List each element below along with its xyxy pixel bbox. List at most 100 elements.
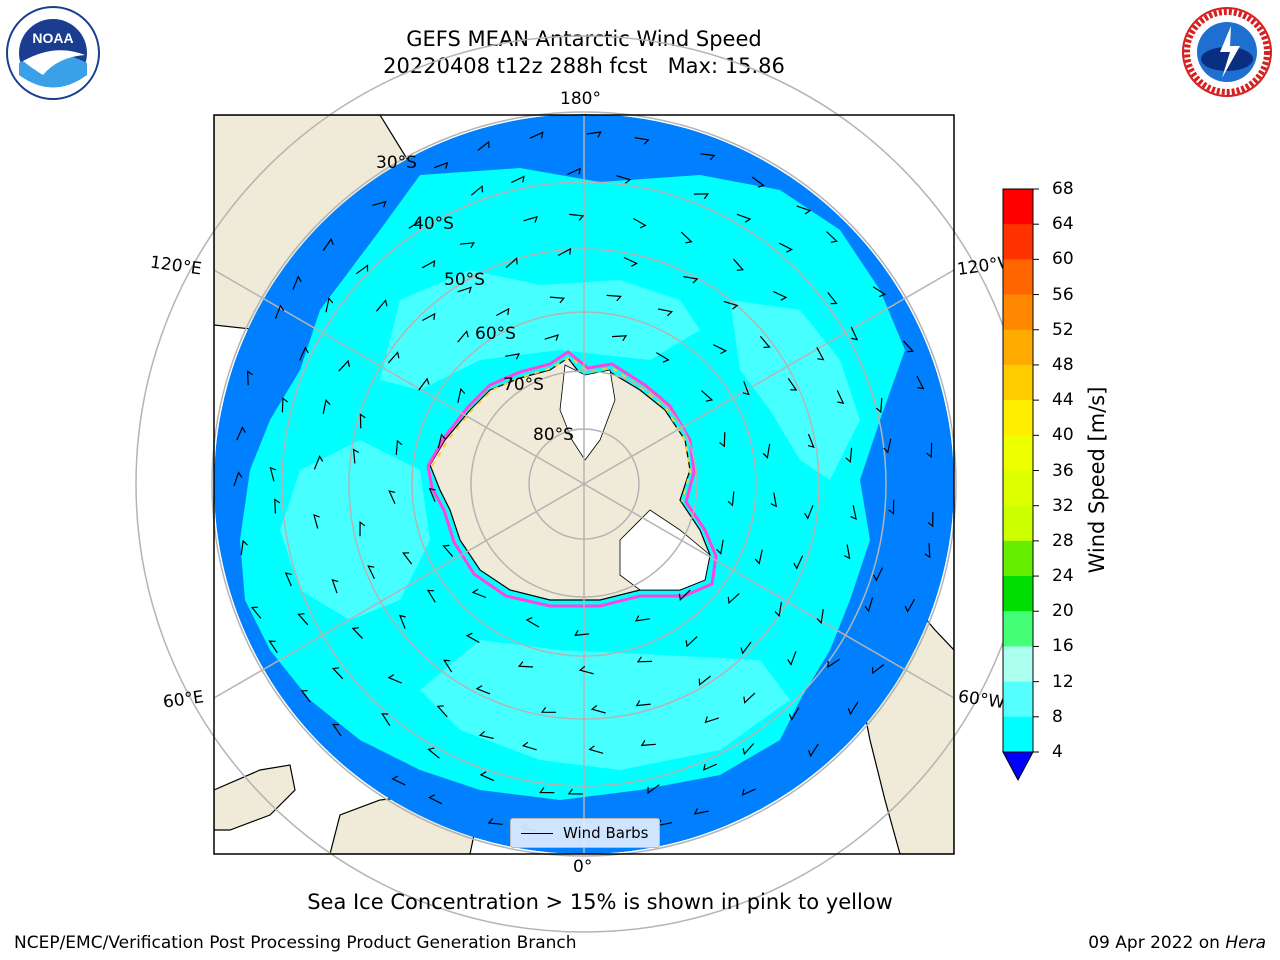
lat-label-40s: 40°S [413,214,454,234]
wind-barb [322,399,331,415]
wind-barb [331,667,344,680]
wind-barb [924,543,931,559]
wind-barb [569,213,585,221]
wind-barb [698,675,711,686]
wind-barb [693,808,709,815]
wind-barb [807,743,819,758]
wind-barb [523,215,538,223]
wind-barb [606,294,622,302]
wind-barb [478,730,494,740]
wind-barb [418,377,430,391]
wind-barb [427,747,440,759]
wind-barb [540,707,557,713]
lat-label-60s: 60°S [475,324,516,344]
wind-barb [850,505,857,521]
wind-barb [269,466,277,482]
lon-label-180: 180° [560,89,601,109]
wind-barb [505,353,521,360]
wind-barb [847,701,859,716]
wind-barb [751,176,765,188]
wind-barb [525,617,540,628]
wind-barb [240,539,248,555]
wind-barb [433,161,449,169]
colorbar-cell [1003,224,1033,260]
colorbar-tick-label: 64 [1052,214,1074,235]
colorbar-cell [1003,364,1033,401]
colorbar-cell [1003,329,1033,366]
wind-barb [850,326,859,341]
wind-barb [313,455,324,470]
footer-host: Hera [1225,933,1266,953]
graticule [135,35,1033,933]
wind-barb [762,443,771,459]
caption: Sea Ice Concentration > 15% is shown in … [307,890,893,914]
wind-barb [827,658,841,669]
weddell-ice-shelf [619,509,711,591]
wind-barb [539,787,555,794]
wind-barb [428,794,443,805]
colorbar-tick-label: 24 [1052,566,1074,587]
wind-barb [233,471,243,486]
wind-barb [864,597,874,613]
wind-barb [634,137,650,145]
wind-barb [787,378,798,391]
colorbar-tick-label: 44 [1052,390,1074,411]
wind-barb [793,555,804,570]
colorbar-tick-label: 56 [1052,284,1074,305]
wind-barb [716,539,724,555]
wind-barb [355,264,369,275]
wind-barb [471,588,487,599]
colorbar-cell [1003,576,1033,612]
wind-barb [457,330,469,343]
wind-barb-legend-line [521,832,553,834]
wind-barb [268,640,278,654]
wind-barb [395,439,403,455]
wind-barb [457,387,466,403]
wind-barb [916,375,925,390]
wind-barb [381,713,391,726]
wind-barb [693,193,710,200]
wind-barb [388,490,396,505]
wind-barb [727,592,740,605]
wind-barb [557,247,572,257]
wind-barb [521,741,537,751]
wind-barb [281,397,288,413]
wind-barb [421,260,436,269]
wind-barb [872,286,887,298]
wind-barb [567,788,583,795]
colorbar-tick-label: 8 [1052,706,1063,727]
wind-barb [372,200,387,208]
wind-barb [588,745,604,754]
colorbar-tick-label: 28 [1052,530,1074,551]
wind-barb [741,788,756,796]
wind-barb [322,237,334,251]
wind-barb [836,390,845,405]
wind-barb [292,275,302,290]
africa-land [214,764,296,831]
wind-barb [904,599,916,613]
noaa-logo: NOAA [6,6,100,100]
wind-barb [843,544,851,560]
lat-label-70s: 70°S [503,375,544,395]
sea-ice-edge [426,350,718,608]
wind-barb [359,413,366,429]
wind-barb [479,771,494,782]
sea-ice-edge-yellow [431,355,692,503]
wind-barb [743,692,756,704]
wind-barb [351,627,364,640]
wind-barb [402,552,413,565]
wind-barb [804,505,814,520]
wind-barb [873,567,884,582]
wind-barb [505,257,518,269]
wind-barb [250,606,262,619]
wind-barb [787,651,797,666]
colorbar-cell [1003,470,1033,507]
colorbar-tick-label: 32 [1052,495,1074,516]
wind-barb [236,426,246,441]
wind-barb [573,629,590,637]
wind-barb [657,308,674,317]
wind-barb [816,347,825,361]
wind-barb [437,433,446,449]
wind-barb [826,231,838,243]
